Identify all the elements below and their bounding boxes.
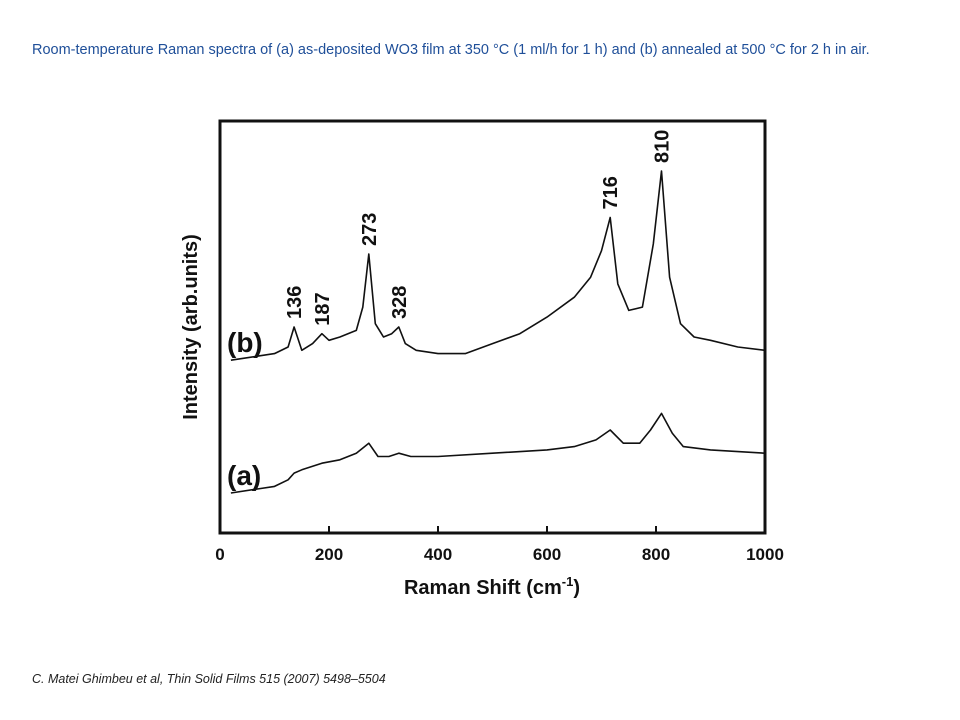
x-axis-label: Raman Shift (cm-1): [404, 574, 580, 599]
series-line-0: [230, 412, 766, 494]
x-tick-label: 1000: [746, 545, 784, 564]
x-axis-label-end: ): [573, 577, 580, 599]
figure-caption: Room-temperature Raman spectra of (a) as…: [32, 42, 870, 58]
peak-label: 716: [600, 176, 622, 209]
x-tick-label: 0: [215, 545, 224, 564]
x-tick-label: 400: [424, 545, 452, 564]
y-axis-label: Intensity (arb.units): [180, 234, 202, 420]
x-tick-label: 200: [315, 545, 343, 564]
x-tick-label: 800: [642, 545, 670, 564]
peak-labels: 136 187 273 328 716 810: [284, 130, 673, 326]
x-axis-label-superscript: -1: [562, 574, 574, 589]
peak-label: 187: [312, 292, 334, 325]
plot-frame: [218, 119, 767, 535]
peak-label: 810: [652, 130, 674, 163]
series-lines: [230, 170, 766, 494]
series-label: (b): [227, 327, 263, 358]
x-axis-ticks: 0 200 400 600 800 1000: [215, 526, 784, 564]
series-line-1: [230, 170, 766, 361]
x-tick-label: 600: [533, 545, 561, 564]
series-labels: (a) (b): [227, 327, 263, 491]
peak-label: 328: [389, 286, 411, 319]
x-axis-label-main: Raman Shift (cm: [404, 577, 562, 599]
peak-label: 273: [359, 213, 381, 246]
figure-citation: C. Matei Ghimbeu et al, Thin Solid Films…: [32, 672, 386, 686]
series-label: (a): [227, 460, 261, 491]
peak-label: 136: [284, 286, 306, 319]
